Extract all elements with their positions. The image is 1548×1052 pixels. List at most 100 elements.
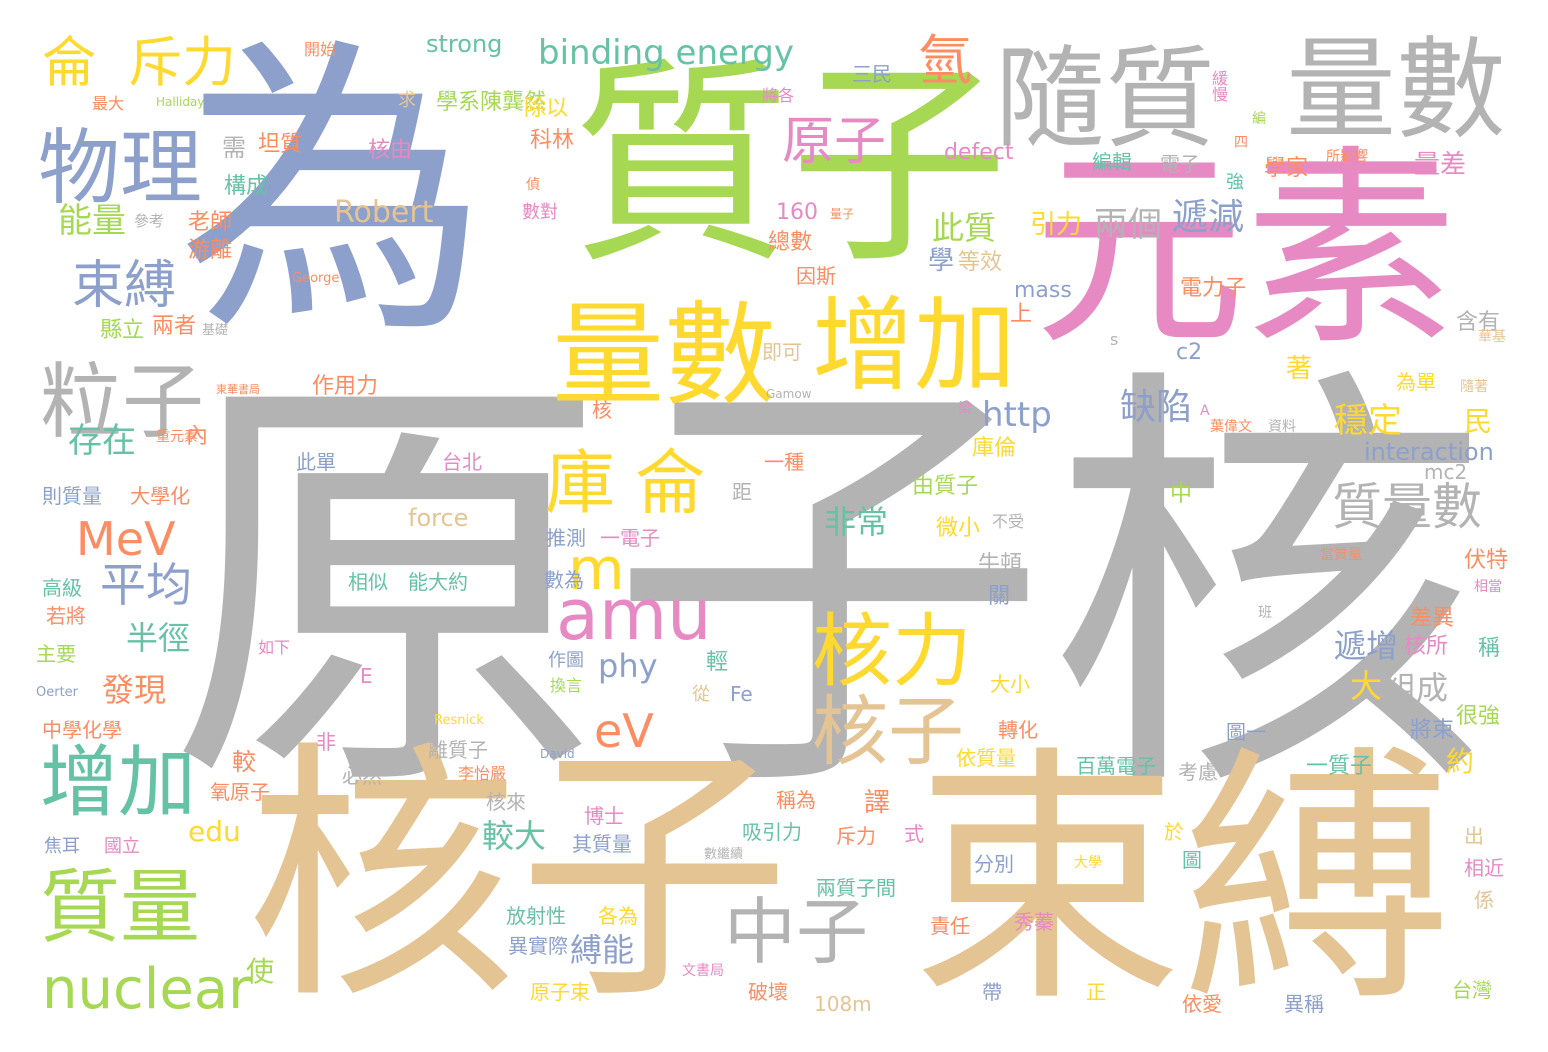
word: 破壞 (748, 980, 788, 1004)
word: m (568, 535, 625, 603)
word: 坦質 (258, 132, 303, 157)
word: 放射性 (506, 904, 566, 928)
word: 三民 (852, 62, 892, 86)
word: 半徑 (126, 619, 191, 657)
word: 核所 (1404, 634, 1449, 659)
word: 核力 (812, 605, 972, 698)
word: MeV (76, 512, 176, 566)
word: Gamow (766, 387, 812, 401)
word: 式 (904, 822, 924, 846)
word: 稱 (1478, 636, 1501, 661)
word: 距 (732, 480, 752, 504)
word: 一質子 (1306, 754, 1373, 779)
word: 兩者 (152, 314, 197, 339)
word: 輕 (706, 650, 729, 675)
word: 質量 (40, 861, 200, 954)
word: 主要 (36, 642, 76, 666)
word: 國立 (104, 836, 140, 857)
word: 依質量 (956, 746, 1016, 770)
word: 粒子 (40, 355, 205, 450)
word: 葉偉文 (1210, 419, 1252, 435)
word: 推測 (546, 526, 586, 550)
word: 此單 (296, 450, 336, 474)
word: 氫 (918, 29, 972, 92)
word: 遞增 (1334, 627, 1399, 665)
word: 考慮 (1178, 760, 1218, 784)
word: 不受 (992, 512, 1025, 531)
word: 所影響 (1326, 149, 1368, 165)
word: 開始 (304, 40, 337, 59)
word: 原子核 (168, 334, 1488, 846)
word: 中 (1170, 482, 1193, 507)
word: 學 (928, 246, 955, 276)
word: 則質量 (42, 484, 102, 508)
word: 很強 (1456, 704, 1501, 729)
word: 穩定 (1334, 401, 1402, 441)
word: 含有 (1456, 310, 1501, 335)
word: 著 (1286, 354, 1313, 384)
word: 原子束 (530, 980, 590, 1004)
word: 牛頓 (978, 552, 1023, 577)
word: 增加 (812, 287, 1016, 406)
word: 隨著 (1460, 379, 1488, 395)
word: 高級 (42, 576, 82, 600)
word: 異實際 (508, 934, 568, 958)
word: 核由 (368, 138, 413, 163)
word: 稱為 (776, 788, 816, 812)
word: 關 (988, 584, 1011, 609)
word: 氧原子 (210, 780, 270, 804)
word: 增加 (40, 738, 197, 828)
word: 最大 (92, 94, 125, 113)
word: 於 (1164, 820, 1184, 844)
word: 組成 (1384, 669, 1449, 707)
word: 圖 (1182, 848, 1202, 872)
word: 焦耳 (44, 836, 80, 857)
word: c2 (1176, 340, 1203, 365)
word: 資料 (1268, 419, 1296, 435)
word: strong (426, 30, 503, 58)
word: 科林 (530, 128, 575, 153)
word: 基礎 (202, 323, 229, 338)
word: mc2 (1424, 460, 1468, 484)
word: 將束 (1410, 718, 1455, 743)
word: 作圖 (548, 650, 584, 671)
word: 必然 (342, 764, 382, 788)
word: 華基 (1478, 329, 1506, 345)
word: 上 (1010, 302, 1033, 327)
word: 台北 (442, 450, 482, 474)
word: 引力 (1030, 210, 1083, 240)
word: 束縛 (72, 256, 177, 316)
word: 電力子 (1180, 276, 1247, 301)
word: 束縛 (912, 723, 1452, 1038)
word: 相似 (348, 570, 388, 594)
word: 縣立 (100, 318, 145, 343)
word: http (982, 395, 1052, 435)
word: 帶 (982, 980, 1002, 1004)
word: 庫倫 (972, 436, 1017, 461)
word: interaction (1364, 438, 1494, 466)
word: Oerter (36, 685, 79, 700)
word: edu (188, 815, 241, 848)
word: 內 (186, 424, 209, 449)
word: 相當 (1474, 579, 1502, 595)
word: 160 (776, 200, 818, 225)
word: s (1110, 330, 1119, 349)
word: 圖一 (1226, 720, 1266, 744)
word: 遞減 (1172, 197, 1245, 238)
word: 等效 (958, 250, 1003, 275)
word: 學系陳龔然 (436, 90, 547, 115)
word: 民 (1464, 405, 1493, 438)
word: George (292, 271, 340, 286)
word: 非 (316, 730, 336, 754)
word: 班 (1258, 605, 1272, 621)
word: 較大 (482, 817, 547, 855)
word: 由質子 (912, 474, 979, 499)
word: 能大約 (408, 570, 468, 594)
word: 因斯 (796, 264, 836, 288)
word: 核來 (486, 790, 526, 814)
word: 譯 (864, 788, 891, 818)
word: defect (944, 140, 1014, 165)
word: 博士 (584, 804, 624, 828)
word: 核子 (246, 720, 790, 1036)
